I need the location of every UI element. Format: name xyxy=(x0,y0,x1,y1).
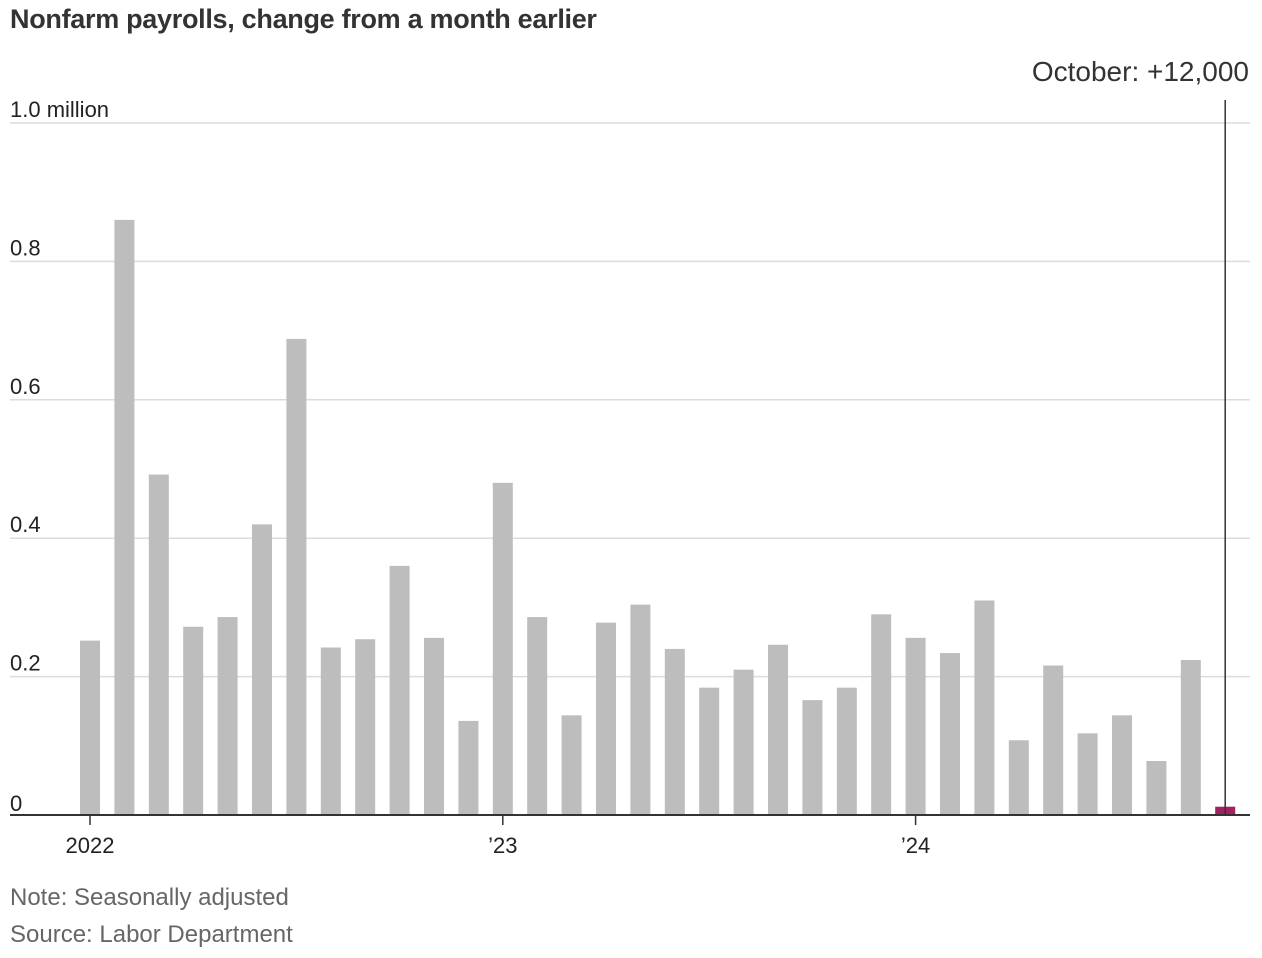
x-tick-label: 2022 xyxy=(66,833,115,858)
y-tick-label: 0 xyxy=(10,791,22,816)
gridlines xyxy=(10,122,1250,678)
y-tick-label: 0.8 xyxy=(10,235,41,260)
bar xyxy=(561,715,582,815)
bar xyxy=(940,653,960,815)
bar xyxy=(1008,740,1029,815)
highlight-label: October: +12,000 xyxy=(1032,56,1249,87)
highlight-annotation: October: +12,000 xyxy=(1032,56,1249,815)
bar xyxy=(183,626,204,815)
x-tick-label: ’23 xyxy=(488,833,517,858)
bar xyxy=(355,639,376,815)
bar-chart: 0 0.2 0.4 0.6 0.8 1.0 million 2022 ’23 ’24 Octo… xyxy=(10,56,1250,858)
bar xyxy=(664,648,685,815)
chart-title: Nonfarm payrolls, change from a month ea… xyxy=(10,4,597,34)
x-axis: 2022 ’23 ’24 xyxy=(10,814,1250,858)
bar xyxy=(1146,761,1167,815)
bar xyxy=(905,637,926,815)
x-tick-label: ’24 xyxy=(901,833,930,858)
bar xyxy=(492,482,513,815)
bar xyxy=(286,338,307,815)
bar xyxy=(768,644,788,815)
y-axis-labels: 0 0.2 0.4 0.6 0.8 1.0 million xyxy=(10,97,109,816)
bar xyxy=(802,700,823,815)
bar xyxy=(630,604,651,815)
bar xyxy=(1112,715,1132,815)
bars xyxy=(80,219,1236,815)
bar xyxy=(458,720,479,815)
y-tick-label: 1.0 million xyxy=(10,97,109,122)
bar xyxy=(114,219,135,815)
chart-note: Note: Seasonally adjusted xyxy=(10,884,289,911)
bar xyxy=(733,669,754,815)
bar xyxy=(148,474,169,815)
bar xyxy=(1077,733,1098,815)
bar xyxy=(596,622,616,815)
chart-source: Source: Labor Department xyxy=(10,921,293,948)
y-tick-label: 0.2 xyxy=(10,651,41,676)
bar xyxy=(80,640,100,815)
bar xyxy=(974,600,995,815)
bar xyxy=(836,687,857,815)
y-tick-label: 0.4 xyxy=(10,512,41,537)
bar xyxy=(871,614,892,815)
bar xyxy=(389,565,410,815)
bar xyxy=(320,647,341,815)
y-tick-label: 0.6 xyxy=(10,374,41,399)
bar xyxy=(217,617,238,815)
bar xyxy=(1180,659,1201,815)
bar xyxy=(424,637,444,815)
bar xyxy=(1043,665,1064,815)
bar xyxy=(699,687,720,815)
bar xyxy=(527,617,548,815)
bar xyxy=(252,524,272,815)
